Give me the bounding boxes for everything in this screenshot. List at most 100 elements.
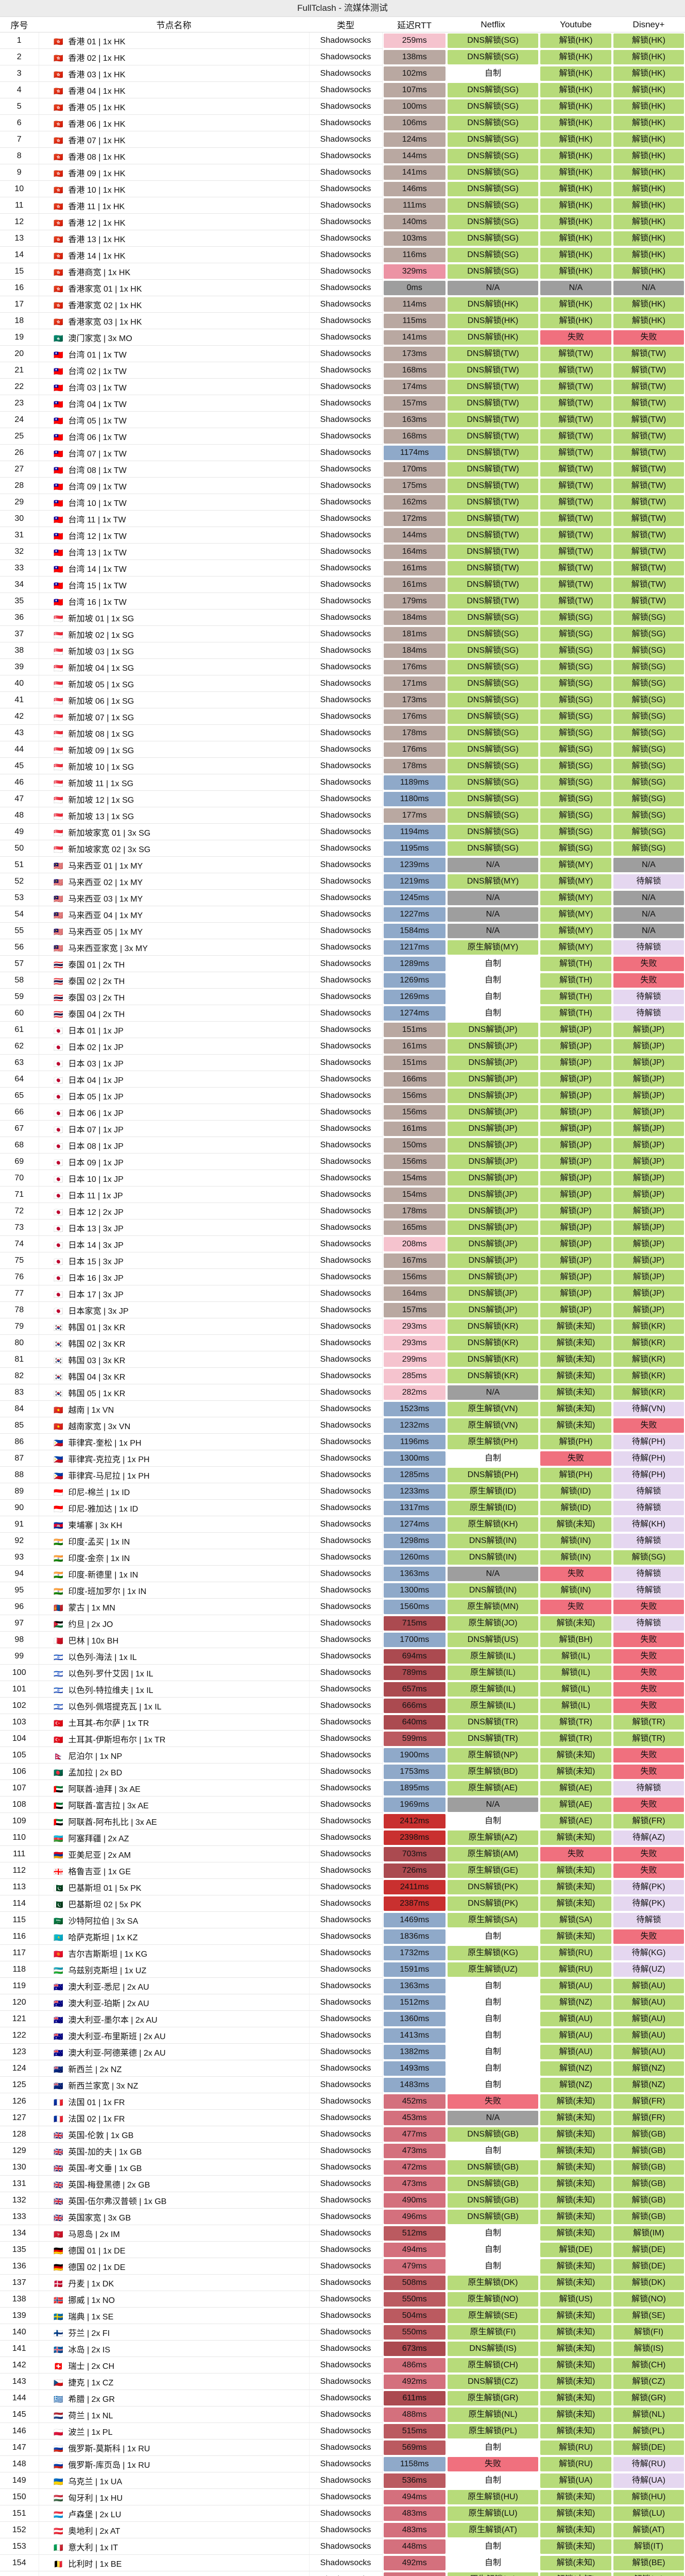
node-name: 新加坡 04 | 1x SG xyxy=(68,664,134,673)
country-flag-icon: 🇹🇼 xyxy=(54,400,63,409)
country-flag-icon: 🇯🇴 xyxy=(54,1620,63,1629)
row-index: 39 xyxy=(0,658,39,675)
node-name: 孟加拉 | 2x BD xyxy=(68,1768,123,1777)
latency-cell: 116ms xyxy=(382,246,447,263)
netflix-status-cell: DNS解锁(SG) xyxy=(447,757,539,774)
node-type: Shadowsocks xyxy=(309,329,383,346)
row-index: 106 xyxy=(0,1763,39,1780)
disney-status-cell: 解锁(GB) xyxy=(612,2142,685,2159)
node-name-cell: 🇸🇬 新加坡 09 | 1x SG xyxy=(39,741,310,758)
row-index: 37 xyxy=(0,625,39,642)
disney-status-cell: 解锁(IE) xyxy=(612,2571,685,2576)
latency-cell: 175ms xyxy=(382,477,447,494)
country-flag-icon: 🇹🇼 xyxy=(54,449,63,459)
node-row: 34 🇹🇼 台湾 15 | 1x TW Shadowsocks 161ms DNS解锁(T… xyxy=(0,576,685,593)
disney-status-cell-value: 解锁(FI) xyxy=(613,2325,684,2340)
netflix-status-cell: 原生解锁(MN) xyxy=(447,1598,539,1615)
youtube-status-cell: 解锁(未知) xyxy=(539,1763,612,1780)
netflix-status-cell-value: 原生解锁(ID) xyxy=(448,1500,538,1515)
node-name: 格鲁吉亚 | 1x GE xyxy=(68,1867,131,1876)
netflix-status-cell-value: DNS解锁(SG) xyxy=(448,99,538,114)
row-index: 61 xyxy=(0,1021,39,1038)
node-row: 121 🇦🇺 澳大利亚-墨尔本 | 2x AU Shadowsocks 1360ms 自制… xyxy=(0,2010,685,2027)
youtube-status-cell: 解锁(未知) xyxy=(539,2109,612,2126)
latency-cell: 173ms xyxy=(382,345,447,362)
country-flag-icon: 🇨🇭 xyxy=(54,2362,63,2371)
youtube-status-cell-value: 失败 xyxy=(540,1566,611,1581)
disney-status-cell: 解锁(JP) xyxy=(612,1021,685,1038)
node-name-cell: 🇸🇬 新加坡 12 | 1x SG xyxy=(39,790,310,807)
disney-status-cell-value: 解锁(TW) xyxy=(613,412,684,427)
node-name-cell: 🇮🇩 印尼-棉兰 | 1x ID xyxy=(39,1483,310,1500)
netflix-status-cell-value: DNS解锁(TW) xyxy=(448,346,538,361)
disney-status-cell: 解锁(TW) xyxy=(612,411,685,428)
youtube-status-cell: 解锁(未知) xyxy=(539,2571,612,2576)
node-name: 瑞典 | 1x SE xyxy=(68,2312,114,2321)
node-row: 142 🇨🇭 瑞士 | 2x CH Shadowsocks 486ms 原生解锁(CH) 解… xyxy=(0,2357,685,2374)
node-type: Shadowsocks xyxy=(309,2505,383,2522)
netflix-status-cell-value: 原生解锁(IL) xyxy=(448,1698,538,1713)
netflix-status-cell-value: DNS解锁(PK) xyxy=(448,1896,538,1911)
latency-cell: 1180ms xyxy=(382,790,447,807)
node-row: 61 🇯🇵 日本 01 | 1x JP Shadowsocks 151ms DNS解锁(J… xyxy=(0,1021,685,1038)
node-type: Shadowsocks xyxy=(309,543,383,560)
netflix-status-cell: 原生解锁(NL) xyxy=(447,2406,539,2423)
youtube-status-cell: 解锁(JP) xyxy=(539,1285,612,1302)
youtube-status-cell: 解锁(MY) xyxy=(539,922,612,939)
node-name: 日本 08 | 1x JP xyxy=(68,1142,124,1151)
node-type: Shadowsocks xyxy=(309,1895,383,1912)
node-name-cell: 🇲🇾 马来西亚 03 | 1x MY xyxy=(39,889,310,906)
youtube-status-cell: 解锁(TW) xyxy=(539,592,612,609)
netflix-status-cell: 原生解锁(JO) xyxy=(447,1615,539,1632)
youtube-status-cell-value: 解锁(SG) xyxy=(540,626,611,641)
youtube-status-cell-value: 解锁(TH) xyxy=(540,956,611,971)
disney-status-cell: 解锁(DE) xyxy=(612,2258,685,2275)
node-type: Shadowsocks xyxy=(309,1351,383,1368)
node-row: 3 🇭🇰 香港 03 | 1x HK Shadowsocks 102ms 自制 解锁(HK)… xyxy=(0,65,685,82)
disney-status-cell-value: 待解锁 xyxy=(613,1484,684,1499)
node-name: 印度-班加罗尔 | 1x IN xyxy=(68,1587,147,1596)
netflix-status-cell: DNS解锁(JP) xyxy=(447,1252,539,1269)
country-flag-icon: 🇺🇦 xyxy=(54,2477,63,2486)
disney-status-cell: 解锁(TW) xyxy=(612,395,685,412)
node-name-cell: 🇭🇰 香港家宽 02 | 1x HK xyxy=(39,296,310,313)
node-name: 比利时 | 1x BE xyxy=(68,2560,122,2569)
node-row: 2 🇭🇰 香港 02 | 1x HK Shadowsocks 138ms DNS解锁(SG… xyxy=(0,48,685,65)
node-name-cell: 🇵🇭 菲律宾-克拉克 | 1x PH xyxy=(39,1450,310,1467)
disney-status-cell-value: 解锁(NL) xyxy=(613,2407,684,2422)
node-row: 90 🇮🇩 印尼-雅加达 | 1x ID Shadowsocks 1317ms 原生解锁(… xyxy=(0,1499,685,1516)
node-row: 4 🇭🇰 香港 04 | 1x HK Shadowsocks 107ms DNS解锁(SG… xyxy=(0,81,685,98)
youtube-status-cell-value: 解锁(JP) xyxy=(540,1269,611,1284)
netflix-status-cell: DNS解锁(IS) xyxy=(447,2340,539,2357)
node-type: Shadowsocks xyxy=(309,1367,383,1384)
node-type: Shadowsocks xyxy=(309,2060,383,2077)
latency-cell: 1194ms xyxy=(382,823,447,840)
disney-status-cell: 解锁(HK) xyxy=(612,32,685,49)
node-row: 135 🇩🇪 德国 01 | 1x DE Shadowsocks 494ms 自制 解锁(D… xyxy=(0,2241,685,2258)
disney-status-cell: 解锁(NL) xyxy=(612,2406,685,2423)
row-index: 24 xyxy=(0,411,39,428)
node-type: Shadowsocks xyxy=(309,114,383,131)
youtube-status-cell: 解锁(未知) xyxy=(539,1400,612,1417)
node-name: 蒙古 | 1x MN xyxy=(68,1603,115,1613)
node-type: Shadowsocks xyxy=(309,592,383,609)
youtube-status-cell-value: 解锁(SG) xyxy=(540,610,611,625)
node-name: 阿联酋-阿布扎比 | 3x AE xyxy=(68,1818,157,1827)
youtube-status-cell-value: 解锁(TW) xyxy=(540,544,611,559)
row-index: 118 xyxy=(0,1961,39,1978)
youtube-status-cell: 解锁(TW) xyxy=(539,510,612,527)
latency-cell: 1895ms xyxy=(382,1780,447,1797)
node-name: 土耳其-伊斯坦布尔 | 1x TR xyxy=(68,1735,166,1744)
youtube-status-cell: 解锁(IN) xyxy=(539,1549,612,1566)
node-name: 香港 04 | 1x HK xyxy=(68,87,126,96)
latency-cell-value: 1285ms xyxy=(383,1467,446,1482)
node-name-cell: 🇨🇿 捷克 | 1x CZ xyxy=(39,2373,310,2390)
node-name: 马恩岛 | 2x IM xyxy=(68,2230,120,2239)
node-name-cell: 🇹🇼 台湾 15 | 1x TW xyxy=(39,576,310,593)
disney-status-cell: N/A xyxy=(612,279,685,296)
node-row: 127 🇫🇷 法国 02 | 1x FR Shadowsocks 453ms N/A 解锁(… xyxy=(0,2109,685,2126)
youtube-status-cell-value: 解锁(JP) xyxy=(540,1220,611,1235)
youtube-status-cell-value: 解锁(未知) xyxy=(540,2259,611,2274)
netflix-status-cell: 自制 xyxy=(447,1977,539,1994)
node-name-cell: 🇲🇾 马来西亚 04 | 1x MY xyxy=(39,906,310,923)
